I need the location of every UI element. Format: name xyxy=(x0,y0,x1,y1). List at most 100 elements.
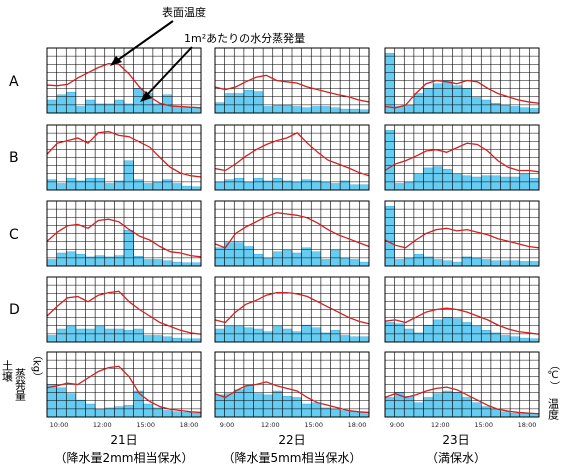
evaporation-bar xyxy=(423,256,434,267)
evaporation-bar xyxy=(349,259,360,267)
evaporation-bar xyxy=(442,390,453,418)
evaporation-bar xyxy=(423,324,434,343)
x-tick-label: 18:00 xyxy=(518,421,537,429)
evaporation-bar xyxy=(349,108,360,114)
x-tick-label: 15:00 xyxy=(304,421,323,429)
evaporation-bar xyxy=(66,178,77,191)
evaporation-bar xyxy=(171,106,182,114)
evaporation-bar xyxy=(46,335,57,343)
evaporation-bar xyxy=(394,323,405,343)
surface-temp-line xyxy=(214,381,370,414)
evaporation-bar xyxy=(481,330,492,343)
panel-frame xyxy=(46,276,202,343)
evaporation-bar xyxy=(320,407,331,418)
row-label-c: C xyxy=(9,227,19,243)
evaporation-bar xyxy=(404,104,415,114)
panel-frame xyxy=(46,47,202,114)
evaporation-bar xyxy=(529,178,540,191)
evaporation-bar xyxy=(214,328,225,343)
panel-frame xyxy=(214,124,370,191)
evaporation-bar xyxy=(114,406,125,418)
evaporation-bar xyxy=(413,402,424,418)
evaporation-bar xyxy=(224,179,235,191)
evaporation-bar xyxy=(311,180,322,191)
row-label-a: A xyxy=(9,74,19,90)
evaporation-bar xyxy=(272,251,283,267)
evaporation-bar xyxy=(214,394,225,418)
evaporation-bar xyxy=(234,389,245,418)
evaporation-bar xyxy=(432,166,443,191)
evaporation-bar xyxy=(452,261,463,267)
evaporation-bar xyxy=(224,93,235,114)
evaporation-bar xyxy=(461,88,472,114)
evaporation-bar xyxy=(461,397,472,418)
evaporation-bar xyxy=(384,129,395,191)
evaporation-bar xyxy=(432,319,443,343)
evaporation-bar xyxy=(509,260,520,267)
x-tick-label: 15:00 xyxy=(136,421,155,429)
evaporation-bar xyxy=(152,181,163,191)
surface-temp-line xyxy=(214,74,370,103)
panel-5-1: 10:00 12:00 15:00 18:00 xyxy=(46,351,202,429)
evaporation-bar xyxy=(56,183,67,191)
evaporation-bar xyxy=(442,260,453,267)
evaporation-bar xyxy=(104,103,115,114)
evaporation-bar xyxy=(114,180,125,191)
evaporation-bar xyxy=(75,180,86,191)
evaporation-bar xyxy=(330,107,341,114)
evaporation-bar xyxy=(481,99,492,114)
panel-frame xyxy=(214,200,370,267)
evaporation-bar xyxy=(162,260,173,267)
evaporation-bar xyxy=(404,181,415,191)
evaporation-bar xyxy=(253,254,264,267)
evaporation-bar xyxy=(301,107,312,114)
evaporation-bar xyxy=(481,175,492,191)
evaporation-bar xyxy=(519,337,530,343)
evaporation-bar xyxy=(75,328,86,343)
evaporation-bar xyxy=(311,327,322,343)
evaporation-bar xyxy=(85,256,96,267)
evaporation-bar xyxy=(46,99,57,114)
evaporation-bar xyxy=(171,411,182,418)
panel-2-2 xyxy=(214,124,370,191)
evaporation-bar xyxy=(432,393,443,418)
panel-2-3 xyxy=(384,124,540,191)
evaporation-bar xyxy=(452,174,463,191)
evaporation-bar xyxy=(471,258,482,267)
left-axis-unit: （kg） xyxy=(31,350,43,382)
evaporation-bar xyxy=(359,261,370,267)
evaporation-bar xyxy=(262,331,273,343)
evaporation-bar xyxy=(349,336,360,343)
evaporation-bar xyxy=(214,247,225,267)
evaporation-bar xyxy=(413,93,424,114)
evaporation-bar xyxy=(162,336,173,343)
evaporation-bar xyxy=(234,326,245,343)
panel-1-1 xyxy=(46,47,202,114)
evaporation-bar xyxy=(423,167,434,191)
evaporation-bar xyxy=(339,180,350,191)
evaporation-bar xyxy=(394,259,405,267)
evaporation-bar xyxy=(311,251,322,267)
right-axis-label: （℃） 温度 xyxy=(547,360,560,421)
annotation-surface-temp: 表面温度 xyxy=(162,5,206,19)
evaporation-bar xyxy=(461,256,472,267)
evaporation-bar xyxy=(330,409,341,418)
surface-temp-line xyxy=(214,132,370,177)
evaporation-bar xyxy=(253,178,264,191)
panel-frame xyxy=(214,47,370,114)
evaporation-bar xyxy=(123,230,134,267)
evaporation-bar xyxy=(301,179,312,191)
x-tick-label: 9:00 xyxy=(220,421,235,429)
evaporation-bar xyxy=(123,330,134,343)
row-label-d: D xyxy=(9,302,20,318)
left-axis-line1: 土壌 xyxy=(1,360,14,383)
evaporation-bar xyxy=(509,336,520,343)
evaporation-bar xyxy=(301,324,312,343)
evaporation-bar xyxy=(272,178,283,191)
evaporation-bar xyxy=(133,328,144,343)
x-tick-label: 18:00 xyxy=(180,421,199,429)
evaporation-bar xyxy=(291,331,302,343)
evaporation-bar xyxy=(262,106,273,114)
panel-frame xyxy=(214,351,370,418)
evaporation-bar xyxy=(214,102,225,114)
